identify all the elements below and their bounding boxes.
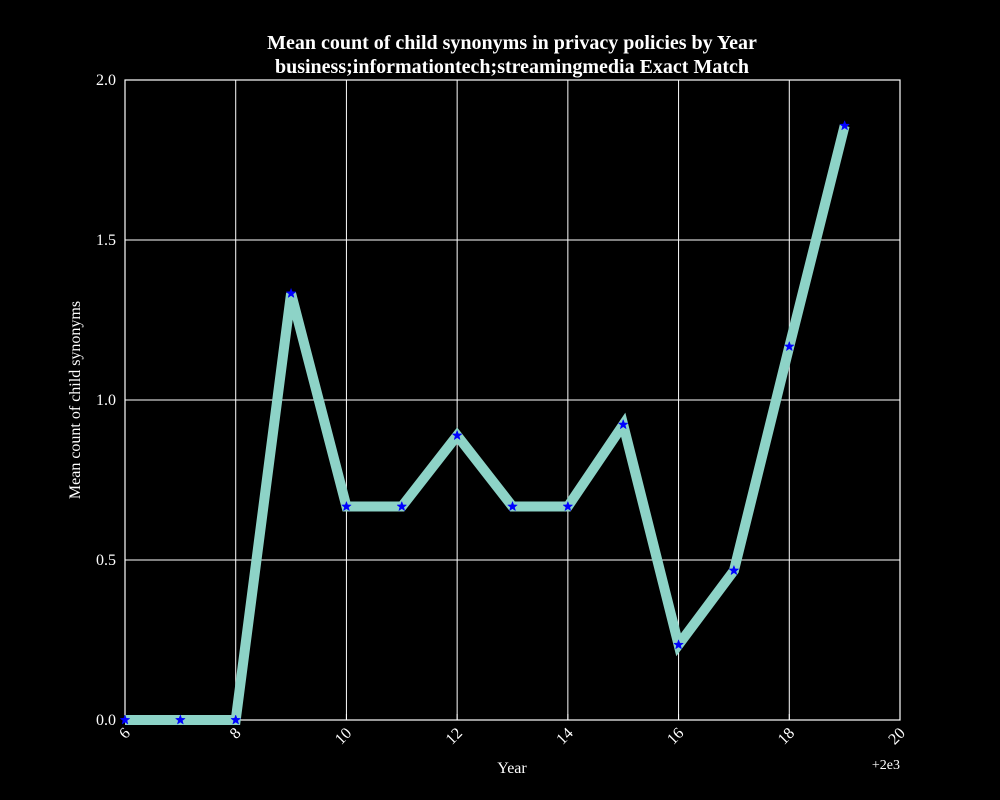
data-point-marker — [119, 714, 131, 725]
chart-title: Mean count of child synonyms in privacy … — [267, 32, 757, 54]
data-point-marker — [451, 429, 463, 441]
x-axis-label: Year — [497, 760, 527, 777]
data-point-marker — [728, 564, 740, 576]
y-tick-label: 0.0 — [96, 712, 116, 729]
y-tick-label: 0.5 — [96, 552, 116, 569]
series-markers — [119, 120, 851, 725]
chart-subtitle: business;informationtech;streamingmedia … — [275, 56, 749, 78]
x-axis-offset-label: +2e3 — [872, 758, 900, 773]
data-point-marker — [617, 418, 629, 430]
y-axis-label: Mean count of child synonyms — [67, 301, 84, 499]
y-tick-label: 1.5 — [96, 232, 116, 249]
y-tick-label: 1.0 — [96, 392, 116, 409]
data-point-marker — [562, 500, 574, 512]
data-point-marker — [507, 500, 518, 512]
data-point-marker — [174, 714, 186, 725]
series-line — [125, 124, 850, 725]
data-point-marker — [783, 340, 795, 352]
series-line-path — [125, 124, 850, 725]
y-tick-label: 2.0 — [96, 72, 116, 89]
data-point-marker — [396, 500, 408, 512]
data-point-marker — [673, 639, 685, 650]
data-point-marker — [340, 500, 352, 512]
data-point-marker — [230, 714, 242, 725]
data-point-marker — [839, 120, 851, 131]
data-point-marker — [285, 287, 297, 299]
